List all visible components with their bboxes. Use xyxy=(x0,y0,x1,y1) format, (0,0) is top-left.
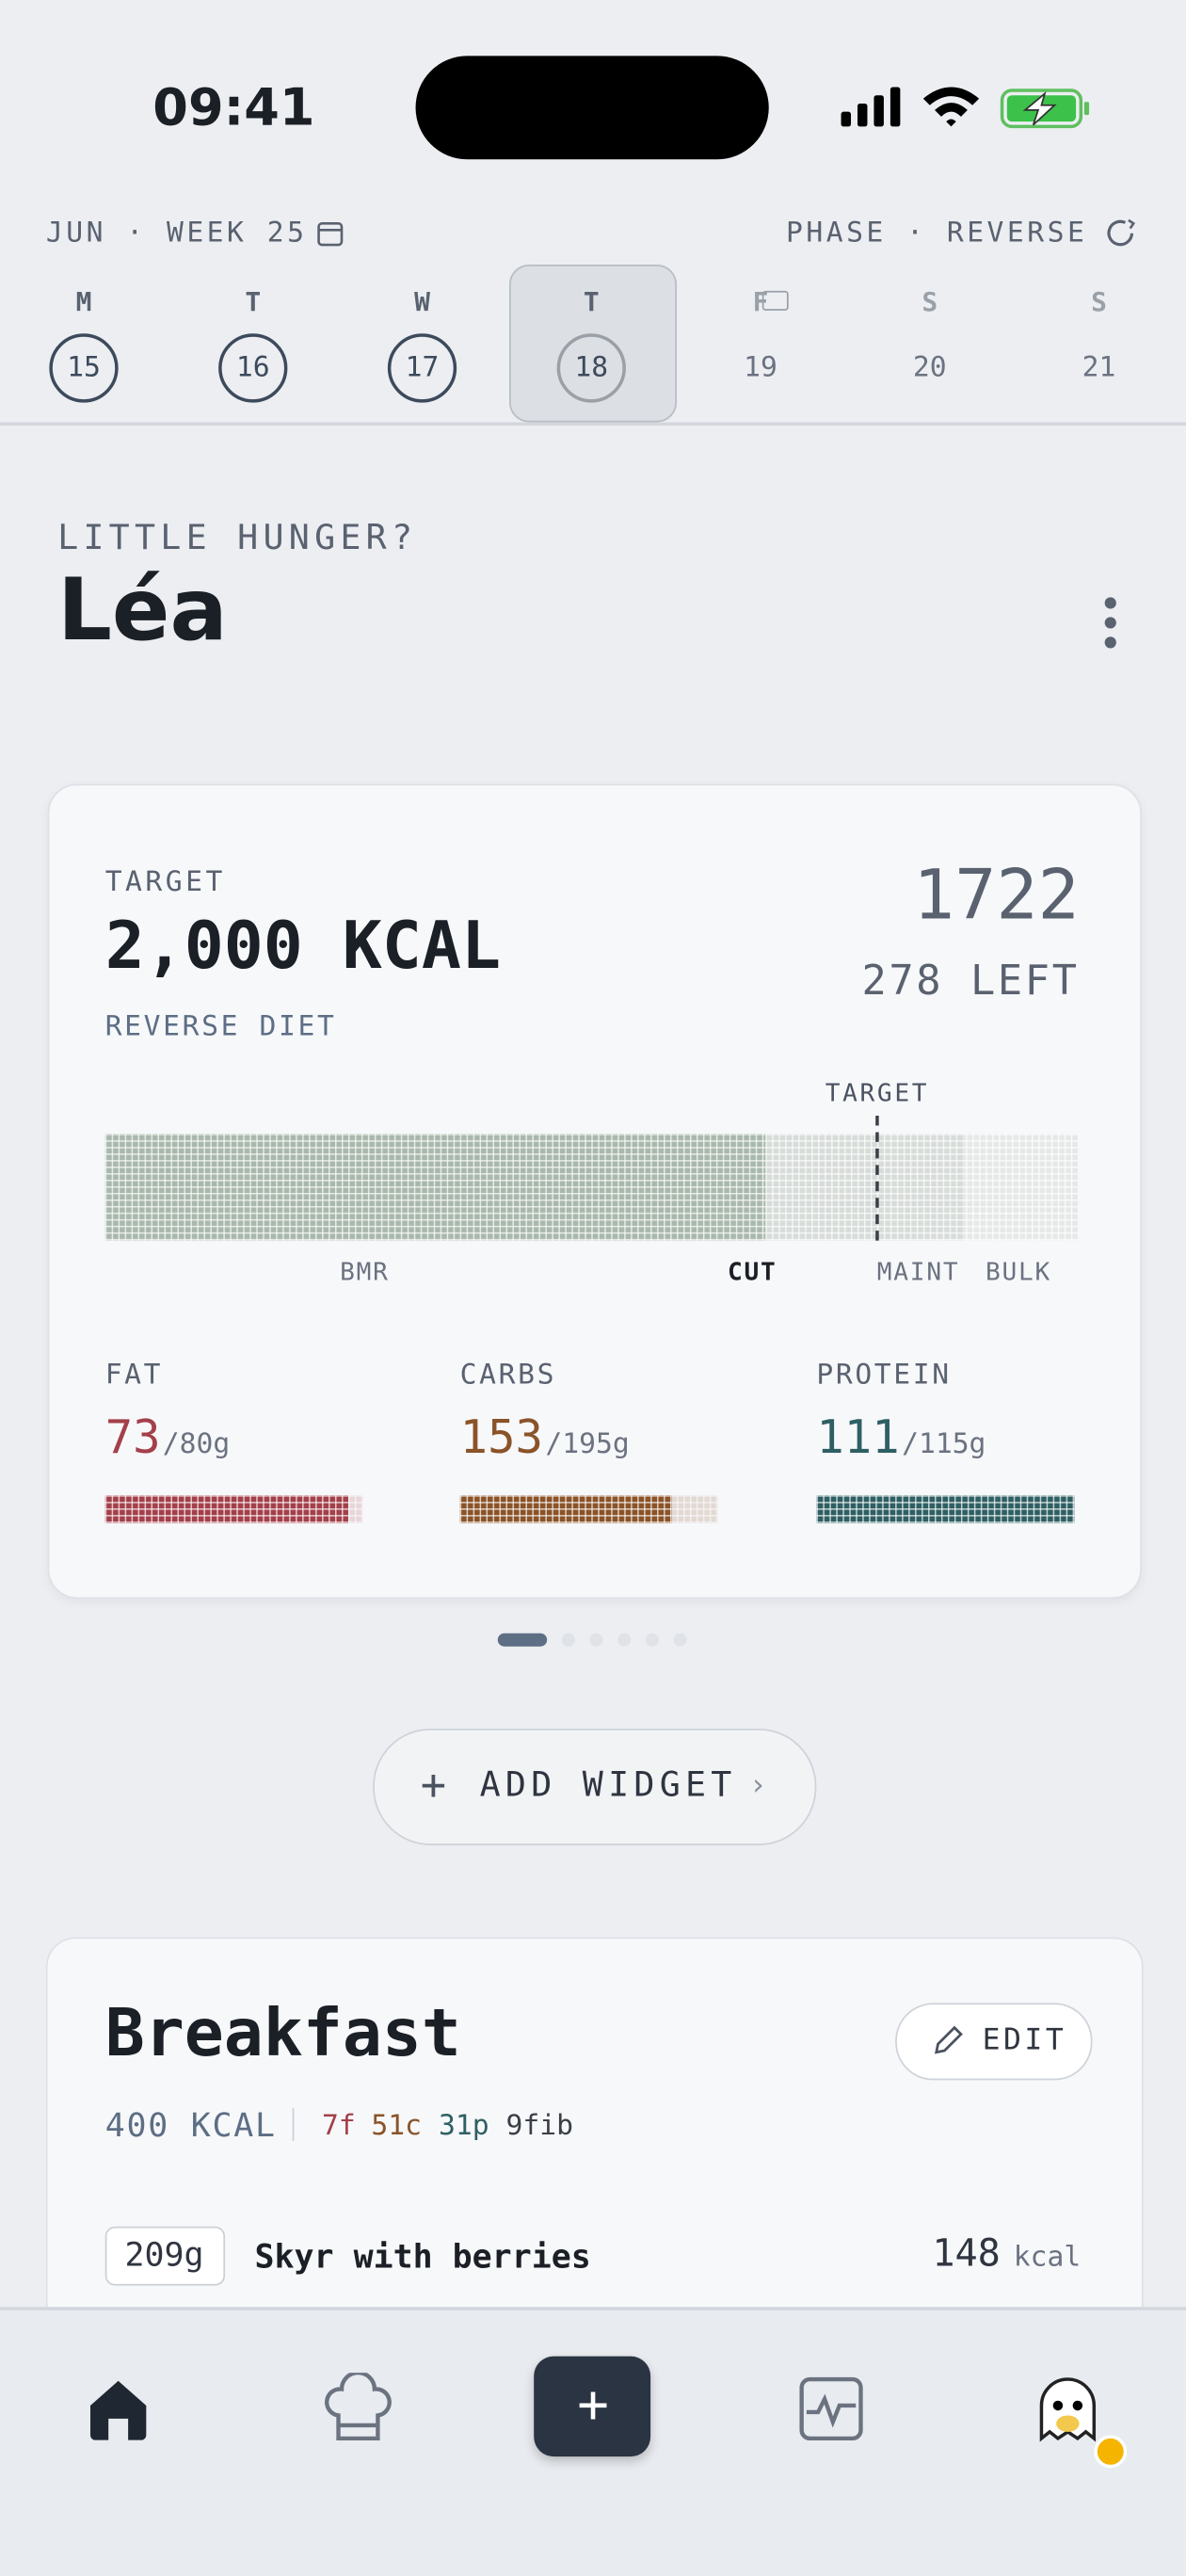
macro-value: 153 xyxy=(459,1409,543,1464)
macro-fill xyxy=(816,1495,1075,1523)
macro-name: FAT xyxy=(104,1359,164,1393)
macro-value: 73 xyxy=(104,1409,161,1464)
phase-icon xyxy=(1107,218,1136,247)
status-icons xyxy=(841,87,1090,129)
home-tab[interactable] xyxy=(86,2376,152,2442)
time: 09:41 xyxy=(152,78,315,138)
day-date: 17 xyxy=(405,351,440,385)
macro-name: PROTEIN xyxy=(816,1359,952,1393)
add-icon: + xyxy=(577,2373,609,2436)
meal-macro: 51c xyxy=(371,2109,423,2143)
scale-label: MAINT xyxy=(876,1257,960,1287)
plus-icon: + xyxy=(420,1761,447,1811)
item-kcal: 148 xyxy=(932,2232,1001,2277)
edit-button[interactable] xyxy=(895,2003,1093,2081)
stats-tab[interactable] xyxy=(798,2376,864,2442)
meal-macro: 31p xyxy=(438,2109,489,2143)
profile-tab[interactable] xyxy=(1032,2370,1133,2471)
recipes-tab[interactable] xyxy=(322,2373,394,2445)
macro-goal: /195g xyxy=(545,1427,630,1461)
edit-label: EDIT xyxy=(982,2022,1067,2057)
macro-value: 111 xyxy=(816,1409,900,1464)
page-dots[interactable] xyxy=(555,1630,703,1650)
macro-fill xyxy=(104,1495,348,1523)
day-date: 18 xyxy=(574,351,609,385)
item-name: Skyr with berries xyxy=(254,2236,591,2277)
add-button[interactable] xyxy=(534,2356,651,2457)
add-widget-button[interactable] xyxy=(373,1728,817,1845)
target-marker xyxy=(875,1115,879,1241)
meal-title: Breakfast xyxy=(104,1996,461,2072)
day-letter: T xyxy=(245,285,262,317)
week-label: JUN · WEEK 25 xyxy=(45,217,308,250)
chevron: › xyxy=(748,1767,767,1803)
day-ring xyxy=(49,333,119,403)
edit-icon xyxy=(934,2025,963,2054)
amount-chip xyxy=(104,2226,226,2286)
day-ring xyxy=(218,333,288,403)
maint-zone xyxy=(765,1134,963,1241)
greeting: LITTLE HUNGER? xyxy=(57,517,418,557)
mail-icon xyxy=(761,290,789,311)
item-unit: kcal xyxy=(1013,2241,1082,2275)
plan: REVERSE DIET xyxy=(104,1010,337,1044)
menu-button[interactable] xyxy=(1098,595,1124,651)
left: 278 LEFT xyxy=(861,956,1080,1005)
target-value: 2,000 KCAL xyxy=(104,909,501,985)
target-label: TARGET xyxy=(104,865,226,899)
calorie-fill xyxy=(104,1134,766,1241)
meal-macro: 9fib xyxy=(505,2109,573,2143)
macro-fill xyxy=(459,1495,672,1523)
add-widget-label: ADD WIDGET xyxy=(479,1764,737,1805)
consumed: 1722 xyxy=(913,854,1080,936)
day-date: 15 xyxy=(67,351,101,385)
user-name: Léa xyxy=(57,561,228,661)
macro-goal: /115g xyxy=(902,1427,986,1461)
separator xyxy=(292,2108,295,2141)
day-date: 19 xyxy=(744,351,777,385)
day-date: 20 xyxy=(912,351,947,385)
day-letter: M xyxy=(75,285,92,317)
day-letter: S xyxy=(922,285,938,317)
day-ring xyxy=(556,333,626,403)
scale-label: BULK xyxy=(986,1257,1052,1287)
dynamic-island xyxy=(415,56,769,160)
macro-goal: /80g xyxy=(162,1427,231,1461)
calendar-icon xyxy=(317,222,344,247)
divider xyxy=(0,422,1186,426)
day-date: 21 xyxy=(1082,351,1116,385)
day-ring xyxy=(387,333,457,403)
macro-name: CARBS xyxy=(459,1359,557,1393)
day-letter: W xyxy=(414,285,430,317)
item-amount: 209g xyxy=(124,2234,204,2275)
day-date: 16 xyxy=(235,351,270,385)
scale-label: CUT xyxy=(728,1257,777,1287)
scale-label: BMR xyxy=(340,1257,390,1287)
meal-macro: 7f xyxy=(322,2109,356,2143)
day-letter: S xyxy=(1091,285,1107,317)
phase-label[interactable]: PHASE · REVERSE xyxy=(786,217,1088,250)
target-marker-label: TARGET xyxy=(825,1077,930,1108)
page-dot-active[interactable] xyxy=(497,1633,548,1647)
day-letter: T xyxy=(583,285,600,317)
meal-kcal: 400 KCAL xyxy=(104,2104,277,2145)
